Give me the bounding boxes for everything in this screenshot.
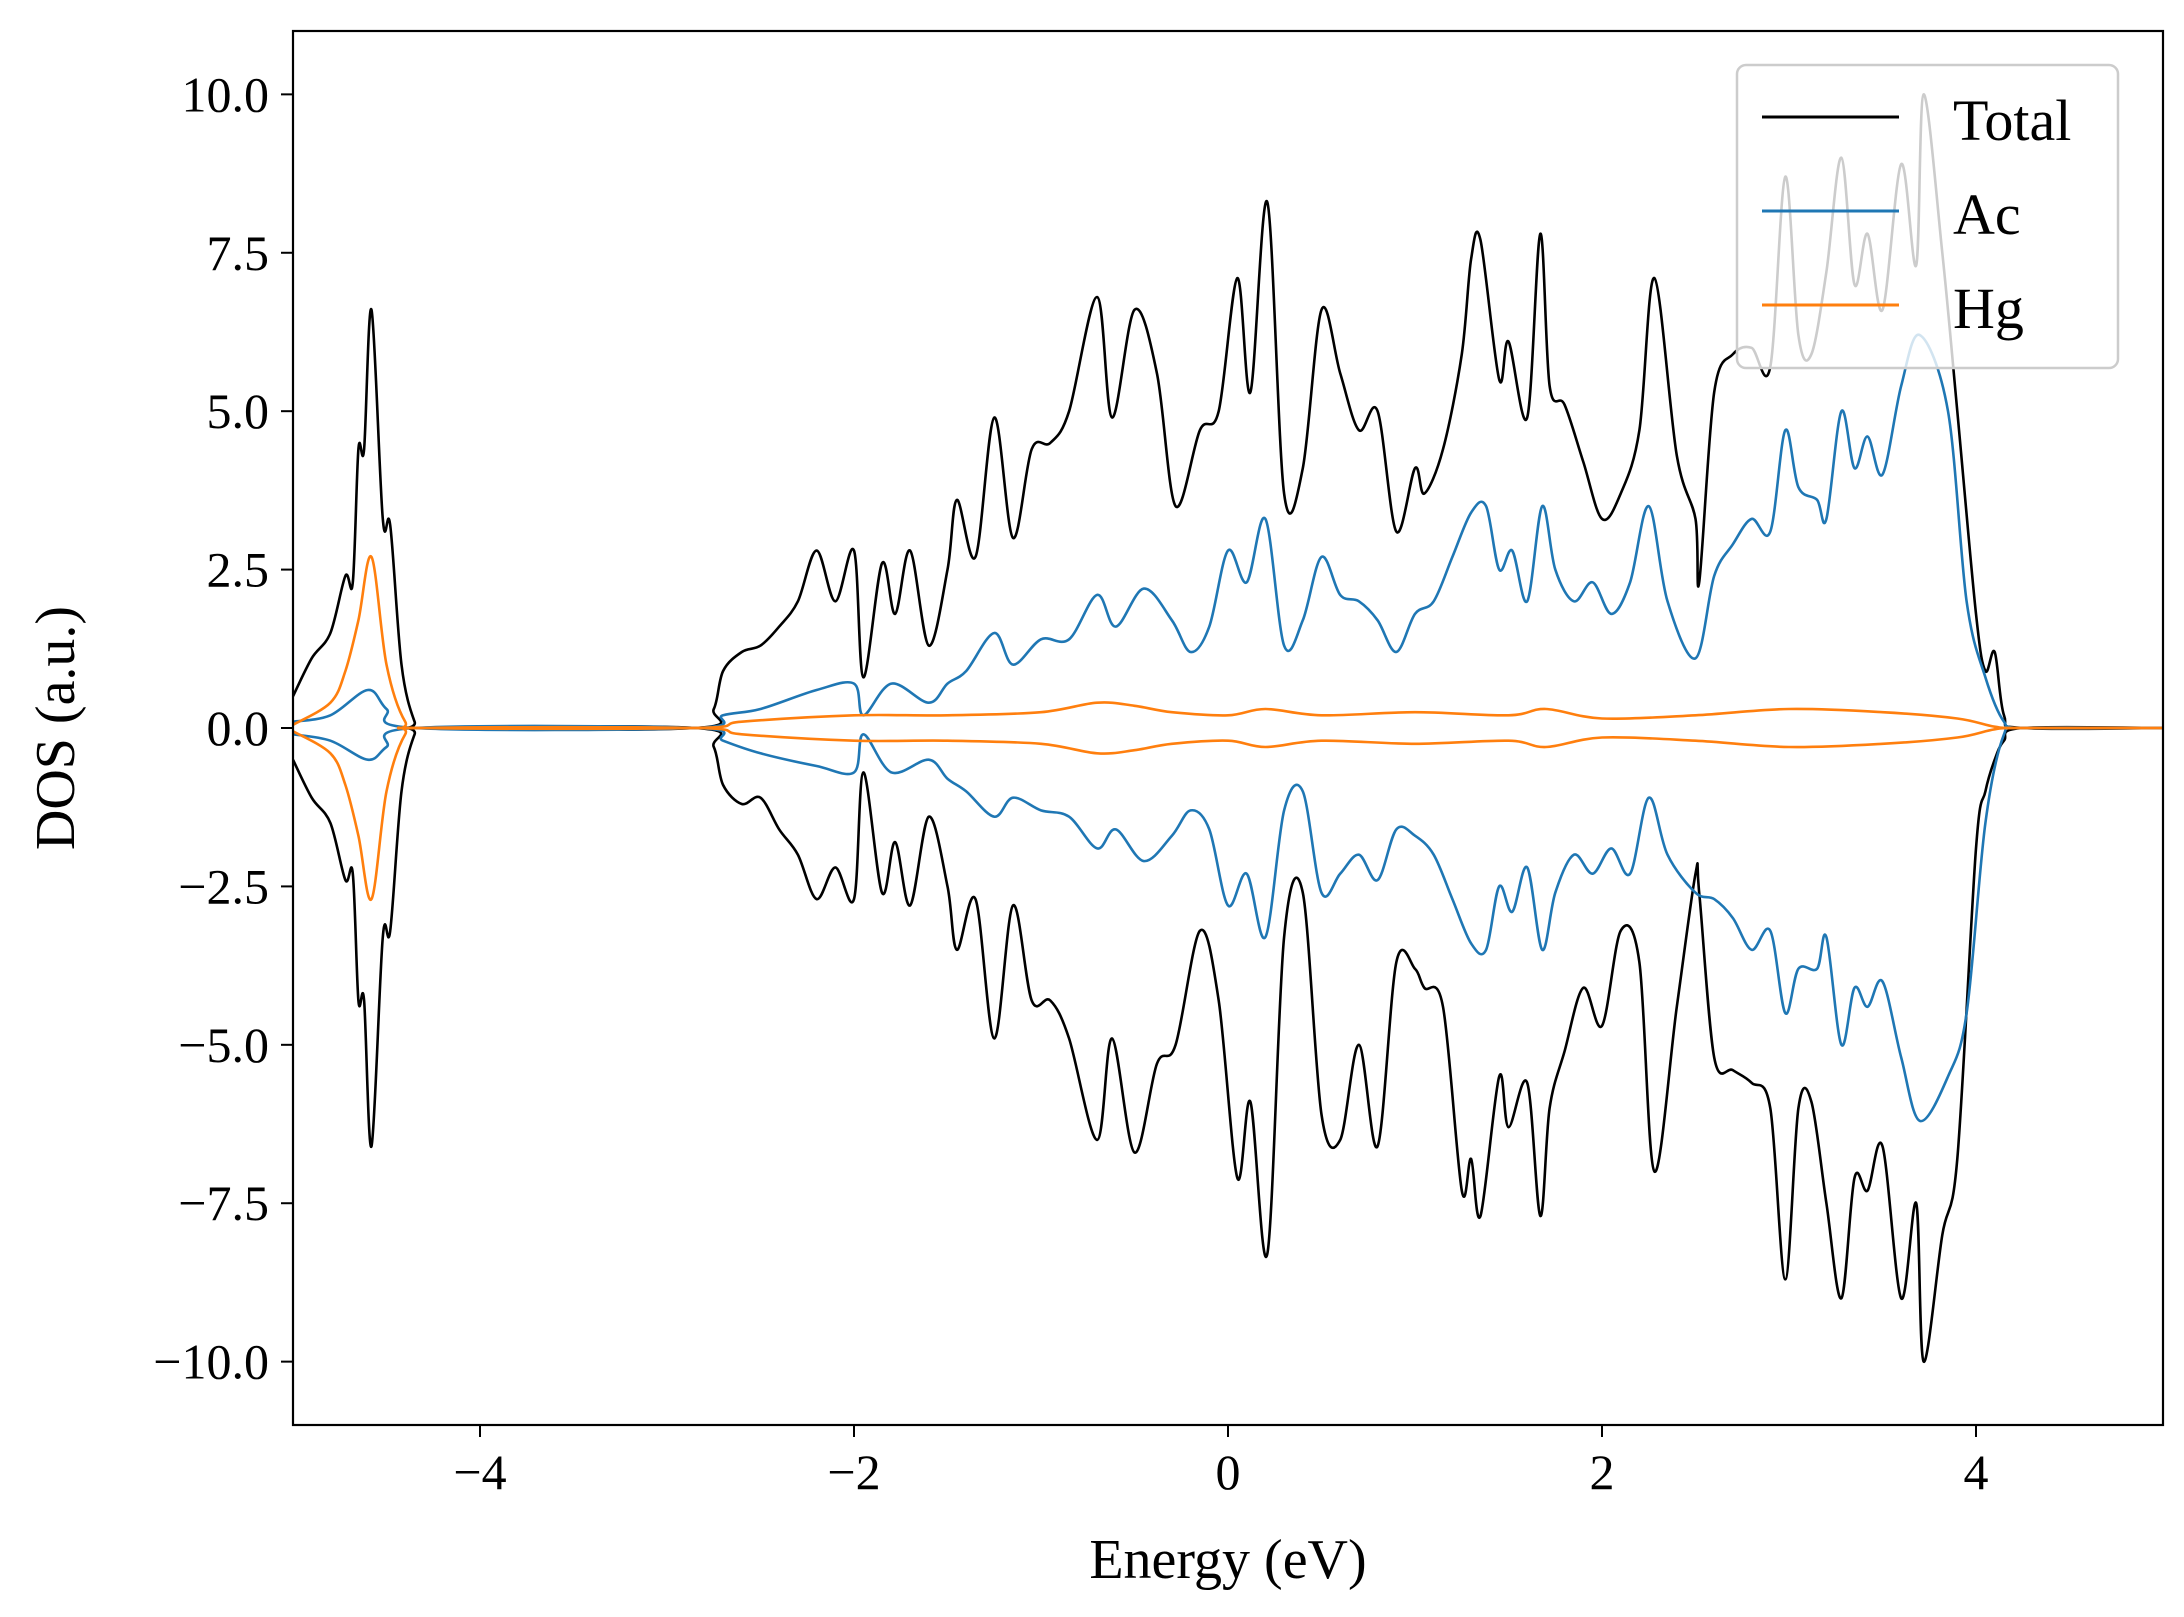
y-tick-label: 7.5 xyxy=(207,225,270,281)
ticks-layer: −4 −2 0 2 4 10.0 7.5 5.0 2.5 0.0 −2.5 −5.0 −7.5 −10.0 xyxy=(153,66,1988,1500)
y-tick-label: −2.5 xyxy=(178,858,269,914)
y-tick-label: −5.0 xyxy=(178,1017,269,1073)
series-total-down-line xyxy=(293,725,2163,1363)
x-tick-label: 0 xyxy=(1216,1444,1241,1500)
legend-label-total: Total xyxy=(1953,88,2071,153)
legend-label-ac: Ac xyxy=(1953,182,2021,247)
y-tick-label: 2.5 xyxy=(207,542,270,598)
legend-box xyxy=(1735,63,2120,370)
x-tick-label: −2 xyxy=(827,1444,880,1500)
y-tick-label: 10.0 xyxy=(182,66,270,122)
x-axis-label: Energy (eV) xyxy=(1089,1529,1366,1591)
series-hg-down-line xyxy=(293,725,2163,901)
x-tick-label: 4 xyxy=(1964,1444,1989,1500)
y-tick-label: 5.0 xyxy=(207,383,270,439)
series-ac-up-line xyxy=(293,333,2163,732)
series-ac-down-line xyxy=(293,724,2163,1123)
x-tick-label: 2 xyxy=(1590,1444,1615,1500)
y-tick-label: 0.0 xyxy=(207,700,270,756)
legend-label-hg: Hg xyxy=(1953,276,2024,341)
legend: Total Ac Hg xyxy=(1735,63,2120,370)
y-tick-label: −10.0 xyxy=(153,1334,269,1390)
series-hg-up-line xyxy=(293,555,2163,731)
x-tick-label: −4 xyxy=(453,1444,506,1500)
y-tick-label: −7.5 xyxy=(178,1175,269,1231)
y-axis-label: DOS (a.u.) xyxy=(25,606,87,850)
